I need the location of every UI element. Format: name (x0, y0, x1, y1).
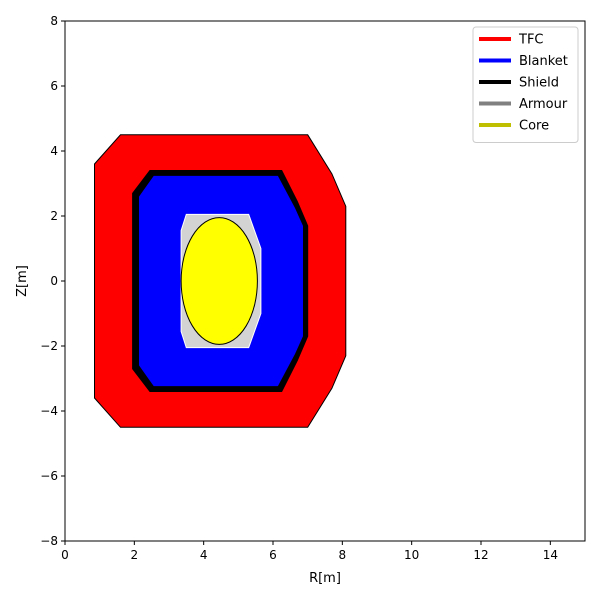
y-tick-label: 2 (50, 209, 58, 223)
legend-label-shield: Shield (519, 76, 559, 91)
legend: TFC Blanket Shield Armour Core (472, 26, 579, 143)
y-tick-label: −6 (40, 469, 58, 483)
y-tick-label: 8 (50, 14, 58, 28)
legend-label-core: Core (519, 119, 549, 134)
y-tick-label: −2 (40, 339, 58, 353)
x-tick-label: 14 (543, 548, 558, 562)
x-axis-label: R[m] (309, 571, 341, 586)
y-tick-label: 4 (50, 144, 58, 158)
x-axis-ticks: 0 2 4 6 8 10 12 14 (61, 541, 558, 562)
y-axis-label: Z[m] (15, 265, 30, 297)
x-tick-label: 2 (131, 548, 139, 562)
x-tick-label: 10 (404, 548, 419, 562)
y-tick-label: 6 (50, 79, 58, 93)
x-tick-label: 4 (200, 548, 208, 562)
reactor-shapes (94, 134, 347, 428)
x-tick-label: 6 (269, 548, 277, 562)
x-tick-label: 0 (61, 548, 69, 562)
legend-label-armour: Armour (519, 97, 568, 112)
y-tick-label: 0 (50, 274, 58, 288)
x-tick-label: 8 (339, 548, 347, 562)
legend-box (472, 26, 579, 143)
legend-label-tfc: TFC (518, 33, 544, 48)
y-tick-label: −8 (40, 534, 58, 548)
core-region (180, 217, 258, 345)
y-tick-label: −4 (40, 404, 58, 418)
legend-label-blanket: Blanket (519, 54, 568, 69)
x-tick-label: 12 (473, 548, 488, 562)
y-axis-ticks: −8 −6 −4 −2 0 2 4 6 8 (40, 14, 65, 548)
